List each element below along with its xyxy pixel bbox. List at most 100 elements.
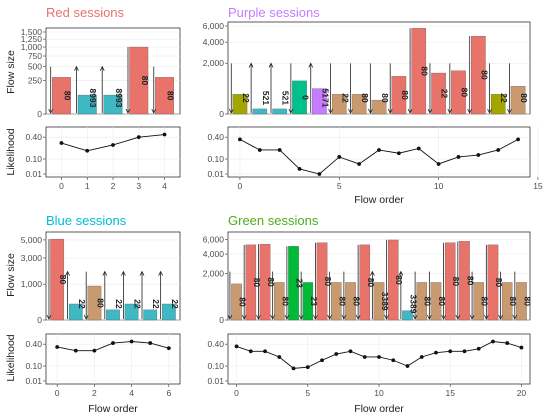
y-tick-label: 6,000 (203, 21, 225, 31)
bar-label: 80 (166, 91, 176, 101)
bar (451, 70, 466, 115)
bar (312, 88, 327, 115)
likelihood-point (456, 155, 461, 159)
arrow-head-up (65, 270, 70, 276)
arrow-head-down (367, 108, 373, 114)
bar-label: 22 (340, 93, 350, 103)
likelihood-point (55, 345, 60, 349)
arrow-head-down (270, 314, 276, 320)
bar (444, 242, 456, 321)
bar (103, 94, 123, 115)
arrow-head-down (469, 314, 475, 320)
panel-green: Green sessions 0 2,000 4,000 6,000 80 80 80 80 23… (203, 213, 533, 415)
x-tick-label: 10 (374, 388, 384, 398)
likelihood-point (396, 151, 401, 156)
likelihood-point (337, 155, 342, 159)
x-tick-label: 2 (92, 388, 97, 398)
bar-label: 80 (252, 278, 262, 288)
bar-label: 8993 (114, 89, 124, 108)
arrow-head-up (102, 270, 108, 276)
x-tick-label: 4 (129, 388, 134, 398)
bar-label: 80 (420, 66, 430, 76)
arrow-head-up (248, 62, 254, 68)
x-tick-label: 15 (445, 388, 455, 398)
bar-label: 80 (95, 298, 105, 308)
y-tick-label: 3,000 (21, 253, 43, 263)
bar (373, 282, 385, 321)
x-tick-label: 0 (238, 181, 243, 191)
arrow-head-down (48, 108, 54, 114)
bar (161, 303, 176, 321)
arrow-head-down (426, 314, 432, 320)
bar-label: 22 (151, 299, 161, 309)
y-tick-label: 0 (219, 315, 224, 325)
arrow-head-down (407, 108, 413, 114)
bar-label: 80 (360, 93, 370, 103)
arrow-head-down (284, 314, 290, 320)
y-tick-label: 0.40 (25, 132, 42, 142)
x-tick-label: 1 (85, 181, 90, 191)
likelihood-point (111, 143, 115, 147)
bar (473, 282, 484, 321)
likelihood-point (92, 348, 97, 353)
bar-label: 80 (140, 76, 150, 86)
likelihood-point (317, 172, 322, 176)
panel-title: Blue sessions (46, 213, 127, 228)
arrow-head-up (308, 62, 314, 68)
arrow-head-down (467, 108, 473, 114)
bar (259, 243, 271, 321)
arrow-head-down (483, 314, 489, 320)
bar-label: 22 (170, 299, 180, 309)
bar-label: 80 (352, 296, 362, 306)
y-tick-label: 0.40 (207, 132, 224, 142)
x-tick-label: 20 (517, 388, 527, 398)
y-tick-label: 0.40 (25, 339, 42, 349)
y-tick-label: 1,000 (21, 42, 43, 52)
likelihood-point (111, 341, 115, 345)
bar-label: 23 (309, 296, 319, 306)
likelihood-point (248, 349, 253, 354)
x-tick-label: 3 (136, 181, 141, 191)
bar (359, 244, 371, 321)
x-tick-label: 10 (434, 181, 444, 191)
bar (302, 282, 314, 321)
arrow-head-down (46, 314, 52, 320)
bar (231, 283, 242, 321)
bar (272, 108, 287, 115)
x-tick-label: 4 (162, 181, 167, 191)
bar (316, 242, 328, 321)
likelihood-point (391, 358, 396, 363)
y-tick-label: 0.40 (207, 339, 224, 349)
bar-label: 521 (261, 91, 271, 105)
likelihood-point (357, 162, 362, 166)
bar (510, 86, 526, 115)
arrow-head-down (487, 108, 492, 114)
x-tick-label: 0 (55, 388, 60, 398)
likelihood-point (377, 355, 381, 359)
arrow-head-down (427, 108, 433, 114)
bar (487, 244, 499, 321)
y-tick-label: 0.01 (207, 376, 224, 386)
arrow-head-down (83, 314, 89, 320)
bar-label: 80 (380, 93, 390, 103)
y-tick-label: 0 (37, 315, 42, 325)
arrow-head-up (121, 270, 126, 276)
y-tick-label: 0.01 (25, 169, 42, 179)
arrow-head-up (74, 65, 79, 71)
bar (430, 282, 442, 321)
arrow-head-down (151, 108, 157, 114)
bar (471, 35, 486, 115)
y-tick-label: 250 (28, 76, 42, 86)
arrow-head-down (241, 314, 247, 320)
arrow-head-down (455, 314, 461, 320)
bar-label: 80 (58, 275, 68, 285)
bar (245, 244, 257, 321)
bar (501, 282, 513, 321)
likelihood-point (234, 344, 239, 349)
bar-label: 3389 (380, 292, 390, 311)
likelihood-point (73, 348, 78, 353)
likelihood-point (162, 132, 167, 137)
y-tick-label: 1,000 (21, 279, 43, 289)
arrow-head-down (288, 108, 294, 114)
